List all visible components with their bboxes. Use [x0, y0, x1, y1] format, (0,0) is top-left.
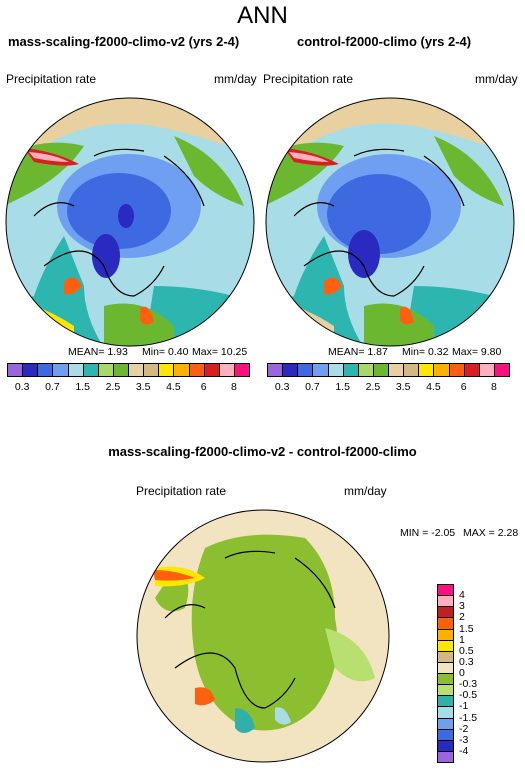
- colorbar-tick-label: 2.5: [365, 381, 381, 393]
- colorbar-swatch: [388, 363, 405, 377]
- colorbar-tick-label: 3.5: [135, 381, 151, 393]
- map-panel-3: [136, 509, 390, 763]
- colorbar-tick-label: 2.5: [105, 381, 121, 393]
- panel-2-colorbar: 0.3 0.7 1.5 2.5 3.5 4.5 6 8: [267, 363, 510, 403]
- colorbar-tick-label: -1: [459, 700, 469, 713]
- colorbar-swatch: [327, 363, 344, 377]
- colorbar-swatch: [112, 363, 129, 377]
- colorbar-swatch: [52, 363, 69, 377]
- colorbar-tick-label: 1.5: [75, 381, 90, 393]
- colorbar-swatch: [493, 363, 510, 377]
- panel-3-colorbar: 4 3 2 1.5 1 0.5 0.3 0 -0.3 -0.5 -1 -1.5 -2 -3 -4: [437, 584, 487, 763]
- panel-2-max: Max= 9.80: [452, 346, 502, 358]
- colorbar-swatch: [448, 363, 465, 377]
- panel-2-variable: Precipitation rate: [263, 72, 354, 86]
- colorbar-swatch: [437, 750, 454, 763]
- panel-3-max: MAX = 2.28: [463, 527, 519, 539]
- colorbar-swatch: [418, 363, 435, 377]
- colorbar-tick-label: -0.5: [459, 689, 478, 702]
- colorbar-tick-label: 0.3: [274, 381, 290, 393]
- panel-2-min: Min= 0.32: [402, 346, 449, 358]
- map-panel-2: [265, 97, 515, 347]
- colorbar-swatch: [97, 363, 114, 377]
- colorbar-swatch: [478, 363, 495, 377]
- panel-2-mean: MEAN= 1.87: [328, 346, 388, 358]
- colorbar-tick-label: -0.3: [459, 678, 478, 691]
- colorbar-swatch: [203, 363, 220, 377]
- colorbar-swatch: [67, 363, 84, 377]
- panel-1-mean: MEAN= 1.93: [68, 346, 128, 358]
- colorbar-swatch: [173, 363, 190, 377]
- colorbar-tick-label: 4.5: [426, 381, 441, 393]
- colorbar-swatch: [282, 363, 299, 377]
- colorbar-swatch: [463, 363, 480, 377]
- colorbar-swatch: [233, 363, 250, 377]
- colorbar-swatch: [37, 363, 54, 377]
- colorbar-tick-label: 0.3: [459, 655, 474, 668]
- colorbar-swatch: [342, 363, 359, 377]
- colorbar-tick-label: -2: [459, 722, 469, 735]
- colorbar-swatch: [7, 363, 24, 377]
- figure-title: ANN: [237, 2, 288, 29]
- colorbar-tick-label: 8: [230, 381, 237, 393]
- panel-2-title: control-f2000-climo (yrs 2-4): [297, 34, 472, 49]
- colorbar-swatch: [267, 363, 284, 377]
- colorbar-swatch: [128, 363, 145, 377]
- panel-1-max: Max= 10.25: [192, 346, 248, 358]
- panel-3-variable: Precipitation rate: [136, 484, 227, 498]
- panel-1-variable: Precipitation rate: [6, 72, 97, 86]
- panel-1-colorbar: 0.3 0.7 1.5 2.5 3.5 4.5 6 8: [7, 363, 250, 403]
- colorbar-swatch: [297, 363, 314, 377]
- colorbar-tick-label: 3.5: [395, 381, 411, 393]
- colorbar-swatch: [143, 363, 160, 377]
- colorbar-swatch: [188, 363, 205, 377]
- colorbar-tick-label: 0: [459, 667, 465, 679]
- panel-3-title: mass-scaling-f2000-climo-v2 - control-f2…: [108, 444, 417, 459]
- panel-1-units: mm/day: [214, 72, 257, 86]
- colorbar-tick-label: -3: [459, 733, 469, 746]
- colorbar-tick-label: 1.5: [335, 381, 350, 393]
- colorbar-tick-label: 3: [459, 600, 465, 613]
- colorbar-swatch: [218, 363, 235, 377]
- panel-3-min: MIN = -2.05: [400, 527, 456, 539]
- colorbar-swatch: [403, 363, 420, 377]
- colorbar-tick-label: 0.7: [45, 381, 60, 393]
- panel-2-units: mm/day: [475, 72, 518, 86]
- colorbar-tick-label: 0.5: [459, 644, 474, 657]
- panel-1-min: Min= 0.40: [142, 346, 189, 358]
- colorbar-swatch: [158, 363, 175, 377]
- colorbar-swatch: [312, 363, 329, 377]
- colorbar-tick-label: 4.5: [166, 381, 181, 393]
- map-panel-1: [5, 97, 255, 347]
- colorbar-swatch: [433, 363, 450, 377]
- colorbar-tick-label: -4: [459, 744, 469, 757]
- colorbar-swatch: [357, 363, 374, 377]
- colorbar-tick-label: 1: [459, 633, 465, 646]
- colorbar-tick-label: 8: [490, 381, 497, 393]
- colorbar-swatch: [372, 363, 389, 377]
- colorbar-tick-label: 0.7: [305, 381, 320, 393]
- colorbar-swatch: [82, 363, 99, 377]
- panel-1-title: mass-scaling-f2000-climo-v2 (yrs 2-4): [8, 34, 240, 49]
- colorbar-tick-label: 6: [200, 381, 207, 393]
- colorbar-swatch: [22, 363, 39, 377]
- colorbar-tick-label: -1.5: [459, 711, 478, 724]
- colorbar-tick-label: 1.5: [459, 622, 474, 635]
- colorbar-tick-label: 4: [459, 589, 465, 602]
- panel-3-units: mm/day: [344, 484, 387, 498]
- colorbar-tick-label: 6: [460, 381, 467, 393]
- colorbar-tick-label: 0.3: [14, 381, 30, 393]
- colorbar-tick-label: 2: [459, 611, 465, 624]
